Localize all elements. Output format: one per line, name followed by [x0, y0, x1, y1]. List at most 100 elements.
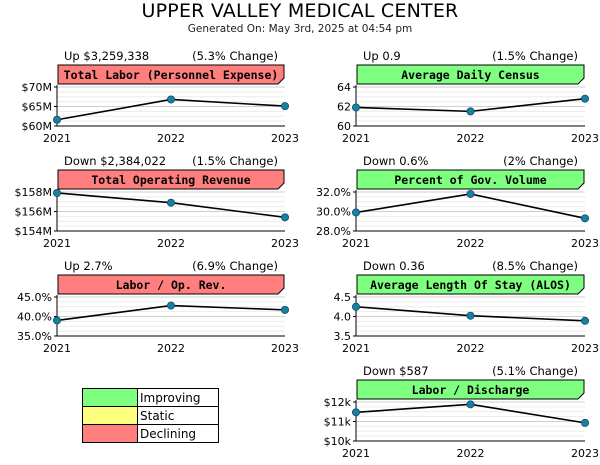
page-subtitle: Generated On: May 3rd, 2025 at 04:54 pm	[187, 23, 413, 35]
chart-panel-2: Up 0.9 (1.5% Change) 60 62 64 2021 2022 2023 Ave…	[337, 49, 599, 145]
change-text: Down 0.6%	[363, 154, 429, 168]
y-tick-label: 4.5	[334, 291, 352, 304]
data-point	[581, 418, 590, 427]
data-point	[581, 94, 590, 103]
percent-change-text: (8.5% Change)	[492, 259, 578, 273]
data-point	[53, 316, 62, 325]
minor-gridlines	[57, 196, 285, 227]
chart-title: Average Daily Census	[401, 68, 539, 82]
chart-panel-4: Down 0.6% (2% Change) 28.0% 30.0% 32.0% 2021 2…	[316, 154, 599, 250]
data-point	[466, 400, 475, 409]
x-tick-label: 2023	[571, 132, 599, 145]
x-tick-label: 2022	[457, 342, 485, 355]
chart-panel-7: Down $587 (5.1% Change) $10k $11k $12k 2021 20…	[324, 364, 599, 460]
data-point	[351, 103, 360, 112]
x-tick-label: 2022	[457, 132, 485, 145]
data-point	[280, 102, 289, 111]
legend-label-declining: Declining	[137, 424, 219, 443]
x-tick-label: 2021	[43, 342, 71, 355]
minor-gridlines	[57, 91, 285, 122]
data-point	[466, 107, 475, 116]
chart-title-banner	[57, 64, 285, 85]
data-point	[351, 302, 360, 311]
chart-title-banner	[57, 169, 285, 190]
y-tick-label: 3.5	[334, 330, 352, 343]
chart-title-banner	[356, 274, 585, 295]
data-point	[166, 301, 175, 310]
y-tick-label: 40.0%	[17, 311, 52, 324]
x-tick-label: 2022	[457, 447, 485, 460]
x-tick-label: 2021	[342, 342, 370, 355]
y-tick-label: 32.0%	[316, 186, 351, 199]
percent-change-text: (6.9% Change)	[192, 259, 278, 273]
percent-change-text: (2% Change)	[503, 154, 578, 168]
change-text: Up $3,259,338	[64, 49, 149, 63]
y-tick-label: $158M	[15, 186, 53, 199]
chart-panel-3: Down $2,384,022 (1.5% Change) $154M $156M $1…	[15, 154, 300, 250]
y-tick-label: 35.0%	[17, 330, 52, 343]
page-title: UPPER VALLEY MEDICAL CENTER	[141, 0, 459, 22]
change-text: Up 0.9	[363, 49, 401, 63]
x-tick-label: 2021	[43, 132, 71, 145]
x-tick-label: 2022	[157, 132, 185, 145]
legend-swatch-declining	[82, 424, 138, 443]
x-tick-label: 2021	[342, 237, 370, 250]
x-tick-label: 2022	[157, 237, 185, 250]
data-point	[466, 311, 475, 320]
chart-title: Total Labor (Personnel Expense)	[64, 68, 279, 82]
change-text: Down $2,384,022	[64, 154, 166, 168]
data-point	[466, 189, 475, 198]
x-tick-label: 2023	[571, 447, 599, 460]
chart-title: Labor / Discharge	[412, 383, 530, 397]
chart-panel-6: Down 0.36 (8.5% Change) 3.5 4.0 4.5 2021 2022 2…	[334, 259, 600, 355]
chart-title: Average Length Of Stay (ALOS)	[370, 278, 571, 292]
data-point	[53, 115, 62, 124]
y-tick-label: 45.0%	[17, 291, 52, 304]
x-tick-label: 2023	[571, 342, 599, 355]
minor-gridlines	[356, 301, 585, 332]
chart-title-banner	[356, 169, 585, 190]
y-tick-label: 60	[337, 120, 351, 133]
percent-change-text: (5.3% Change)	[192, 49, 278, 63]
legend-item-declining: Declining	[82, 424, 219, 443]
chart-title-banner	[356, 379, 585, 400]
y-tick-label: 4.0	[334, 311, 352, 324]
data-point	[166, 198, 175, 207]
x-tick-label: 2021	[43, 237, 71, 250]
data-point	[581, 316, 590, 325]
percent-change-text: (1.5% Change)	[192, 154, 278, 168]
legend-label-static: Static	[137, 406, 219, 425]
x-tick-label: 2023	[271, 342, 299, 355]
x-tick-label: 2023	[271, 237, 299, 250]
y-tick-label: 30.0%	[316, 206, 351, 219]
chart-title: Total Operating Revenue	[91, 173, 250, 187]
legend-item-improving: Improving	[82, 388, 219, 407]
y-tick-label: 62	[337, 101, 351, 114]
y-tick-label: $154M	[15, 225, 53, 238]
chart-title-banner	[356, 64, 585, 85]
change-text: Up 2.7%	[64, 259, 113, 273]
y-tick-label: $60M	[22, 120, 53, 133]
chart-title: Percent of Gov. Volume	[394, 173, 546, 187]
data-point	[280, 305, 289, 314]
y-tick-label: $12k	[324, 396, 352, 409]
y-tick-label: $10k	[324, 435, 352, 448]
x-tick-label: 2023	[271, 132, 299, 145]
legend: Improving Static Declining	[82, 388, 219, 443]
x-tick-label: 2022	[157, 342, 185, 355]
x-tick-label: 2021	[342, 447, 370, 460]
data-point	[351, 208, 360, 217]
y-tick-label: 64	[337, 81, 351, 94]
chart-title-banner	[57, 274, 285, 295]
chart-panel-5: Up 2.7% (6.9% Change) 35.0% 40.0% 45.0% 2021 2…	[17, 259, 299, 355]
chart-panel-1: Up $3,259,338 (5.3% Change) $60M $65M $70M 20…	[22, 49, 300, 145]
data-point	[166, 95, 175, 104]
legend-label-improving: Improving	[137, 388, 219, 407]
legend-item-static: Static	[82, 406, 219, 425]
change-text: Down $587	[363, 364, 429, 378]
legend-swatch-static	[82, 406, 138, 425]
y-tick-label: $156M	[15, 206, 53, 219]
data-point	[53, 188, 62, 197]
chart-title: Labor / Op. Rev.	[116, 278, 227, 292]
